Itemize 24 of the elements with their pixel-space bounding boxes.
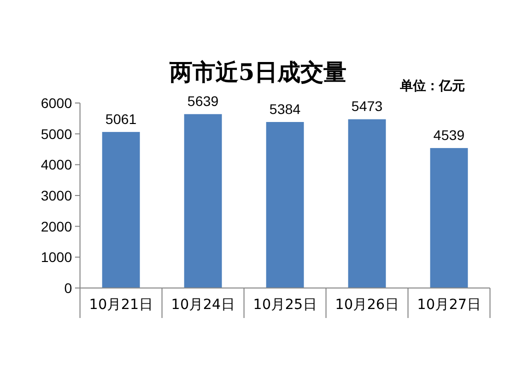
x-tick-label: 10月24日 [171,297,235,313]
y-tick-label: 0 [64,280,72,296]
text: 单位：亿元 [399,78,465,94]
y-tick-label: 4000 [40,156,72,173]
data-label: 5384 [269,100,301,117]
y-tick-label: 6000 [40,95,72,111]
y-tick-label: 1000 [40,249,72,266]
x-tick-label: 10月25日 [253,297,317,313]
data-label: 5639 [187,93,219,110]
x-tick-label: 10月27日 [417,297,481,313]
x-tick-label: 10月21日 [89,297,153,313]
data-label: 4539 [433,127,465,144]
bar [266,122,304,288]
bar [184,114,222,288]
chart-title: 两市近5日成交量 [168,59,347,86]
y-tick-label: 3000 [40,188,72,204]
y-tick-label: 5000 [40,126,72,142]
data-label: 5061 [105,110,137,127]
x-tick-label: 10月26日 [335,297,399,313]
bar [348,119,386,288]
bar [430,148,468,288]
bar [102,132,140,288]
data-label: 5473 [351,98,383,114]
y-tick-label: 2000 [40,218,72,234]
